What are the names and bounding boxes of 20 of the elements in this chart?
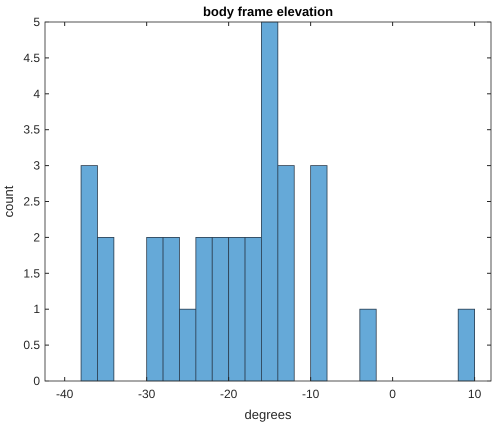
y-tick-label: 0.5 bbox=[23, 338, 40, 352]
x-tick-label: -40 bbox=[56, 387, 74, 401]
y-tick-label: 1 bbox=[33, 302, 40, 316]
x-axis-title: degrees bbox=[244, 407, 292, 422]
y-tick-label: 3 bbox=[33, 158, 40, 173]
y-tick-label: 2 bbox=[33, 230, 40, 244]
x-tick-label: 10 bbox=[468, 387, 482, 401]
chart-title: body frame elevation bbox=[202, 4, 334, 19]
y-tick-label: 3.5 bbox=[23, 122, 40, 137]
x-tick-label: -10 bbox=[302, 387, 320, 401]
y-tick-label: 4.5 bbox=[23, 50, 40, 65]
y-tick-label: 5 bbox=[33, 15, 40, 29]
y-tick-label: 0 bbox=[33, 374, 40, 388]
x-tick-label: 0 bbox=[389, 387, 396, 401]
x-tick-label: -30 bbox=[138, 387, 156, 401]
y-tick-label: 1.5 bbox=[23, 266, 40, 280]
y-tick-label: 2.5 bbox=[23, 194, 40, 208]
x-tick-label: -20 bbox=[220, 387, 238, 401]
y-axis-title: count bbox=[1, 185, 16, 218]
y-tick-label: 4 bbox=[33, 86, 40, 101]
